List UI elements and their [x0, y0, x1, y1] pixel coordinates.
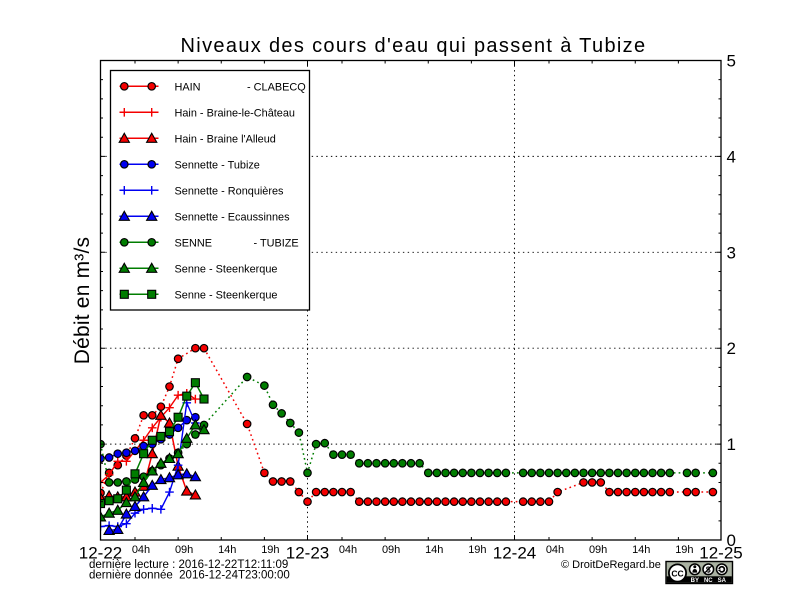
svg-text:dernière donnée 2016-12-24T23: dernière donnée 2016-12-24T23:00:00 — [89, 570, 290, 582]
svg-text:09h: 09h — [175, 544, 193, 556]
svg-text:04h: 04h — [132, 544, 150, 556]
svg-text:19h: 19h — [261, 544, 279, 556]
svg-text:19h: 19h — [468, 544, 486, 556]
svg-text:Senne - Steenkerque: Senne - Steenkerque — [175, 289, 278, 301]
svg-text:- CLABECQ: - CLABECQ — [247, 81, 306, 93]
svg-text:4: 4 — [727, 147, 736, 166]
svg-text:Débit en m³/s: Débit en m³/s — [71, 237, 94, 364]
svg-text:1: 1 — [727, 435, 736, 454]
svg-text:0: 0 — [727, 531, 736, 550]
svg-text:5: 5 — [727, 52, 736, 71]
svg-text:Sennette - Tubize: Sennette - Tubize — [175, 159, 260, 171]
svg-text:12-22: 12-22 — [79, 544, 122, 563]
svg-text:3: 3 — [727, 243, 736, 262]
svg-text:14h: 14h — [632, 544, 650, 556]
svg-text:12-25: 12-25 — [699, 544, 742, 563]
svg-text:SA: SA — [718, 578, 727, 584]
svg-text:Hain - Braine l'Alleud: Hain - Braine l'Alleud — [175, 133, 276, 145]
svg-text:09h: 09h — [589, 544, 607, 556]
svg-text:14h: 14h — [425, 544, 443, 556]
svg-text:Niveaux des cours d'eau qui pa: Niveaux des cours d'eau qui passent à Tu… — [181, 35, 647, 57]
svg-text:12-23: 12-23 — [286, 544, 329, 563]
svg-text:04h: 04h — [546, 544, 564, 556]
svg-text:dernière lecture : 2016-12-22T: dernière lecture : 2016-12-22T12:11:09 — [89, 559, 288, 571]
svg-text:04h: 04h — [339, 544, 357, 556]
svg-text:12-24: 12-24 — [493, 544, 536, 563]
svg-text:Hain - Braine-le-Château: Hain - Braine-le-Château — [175, 107, 295, 119]
svg-text:CC: CC — [671, 568, 683, 578]
svg-text:NC: NC — [704, 578, 713, 584]
svg-text:19h: 19h — [675, 544, 693, 556]
svg-text:Senne - Steenkerque: Senne - Steenkerque — [175, 263, 278, 275]
svg-text:- TUBIZE: - TUBIZE — [254, 237, 299, 249]
svg-text:2: 2 — [727, 339, 736, 358]
svg-text:Sennette - Ecaussinnes: Sennette - Ecaussinnes — [175, 211, 291, 223]
svg-text:14h: 14h — [218, 544, 236, 556]
svg-text:© DroitDeRegard.be: © DroitDeRegard.be — [561, 559, 661, 571]
svg-text:SENNE: SENNE — [175, 237, 213, 249]
svg-text:Sennette - Ronquières: Sennette - Ronquières — [175, 185, 285, 197]
svg-text:09h: 09h — [382, 544, 400, 556]
svg-text:HAIN: HAIN — [175, 81, 201, 93]
svg-text:BY: BY — [691, 578, 699, 584]
